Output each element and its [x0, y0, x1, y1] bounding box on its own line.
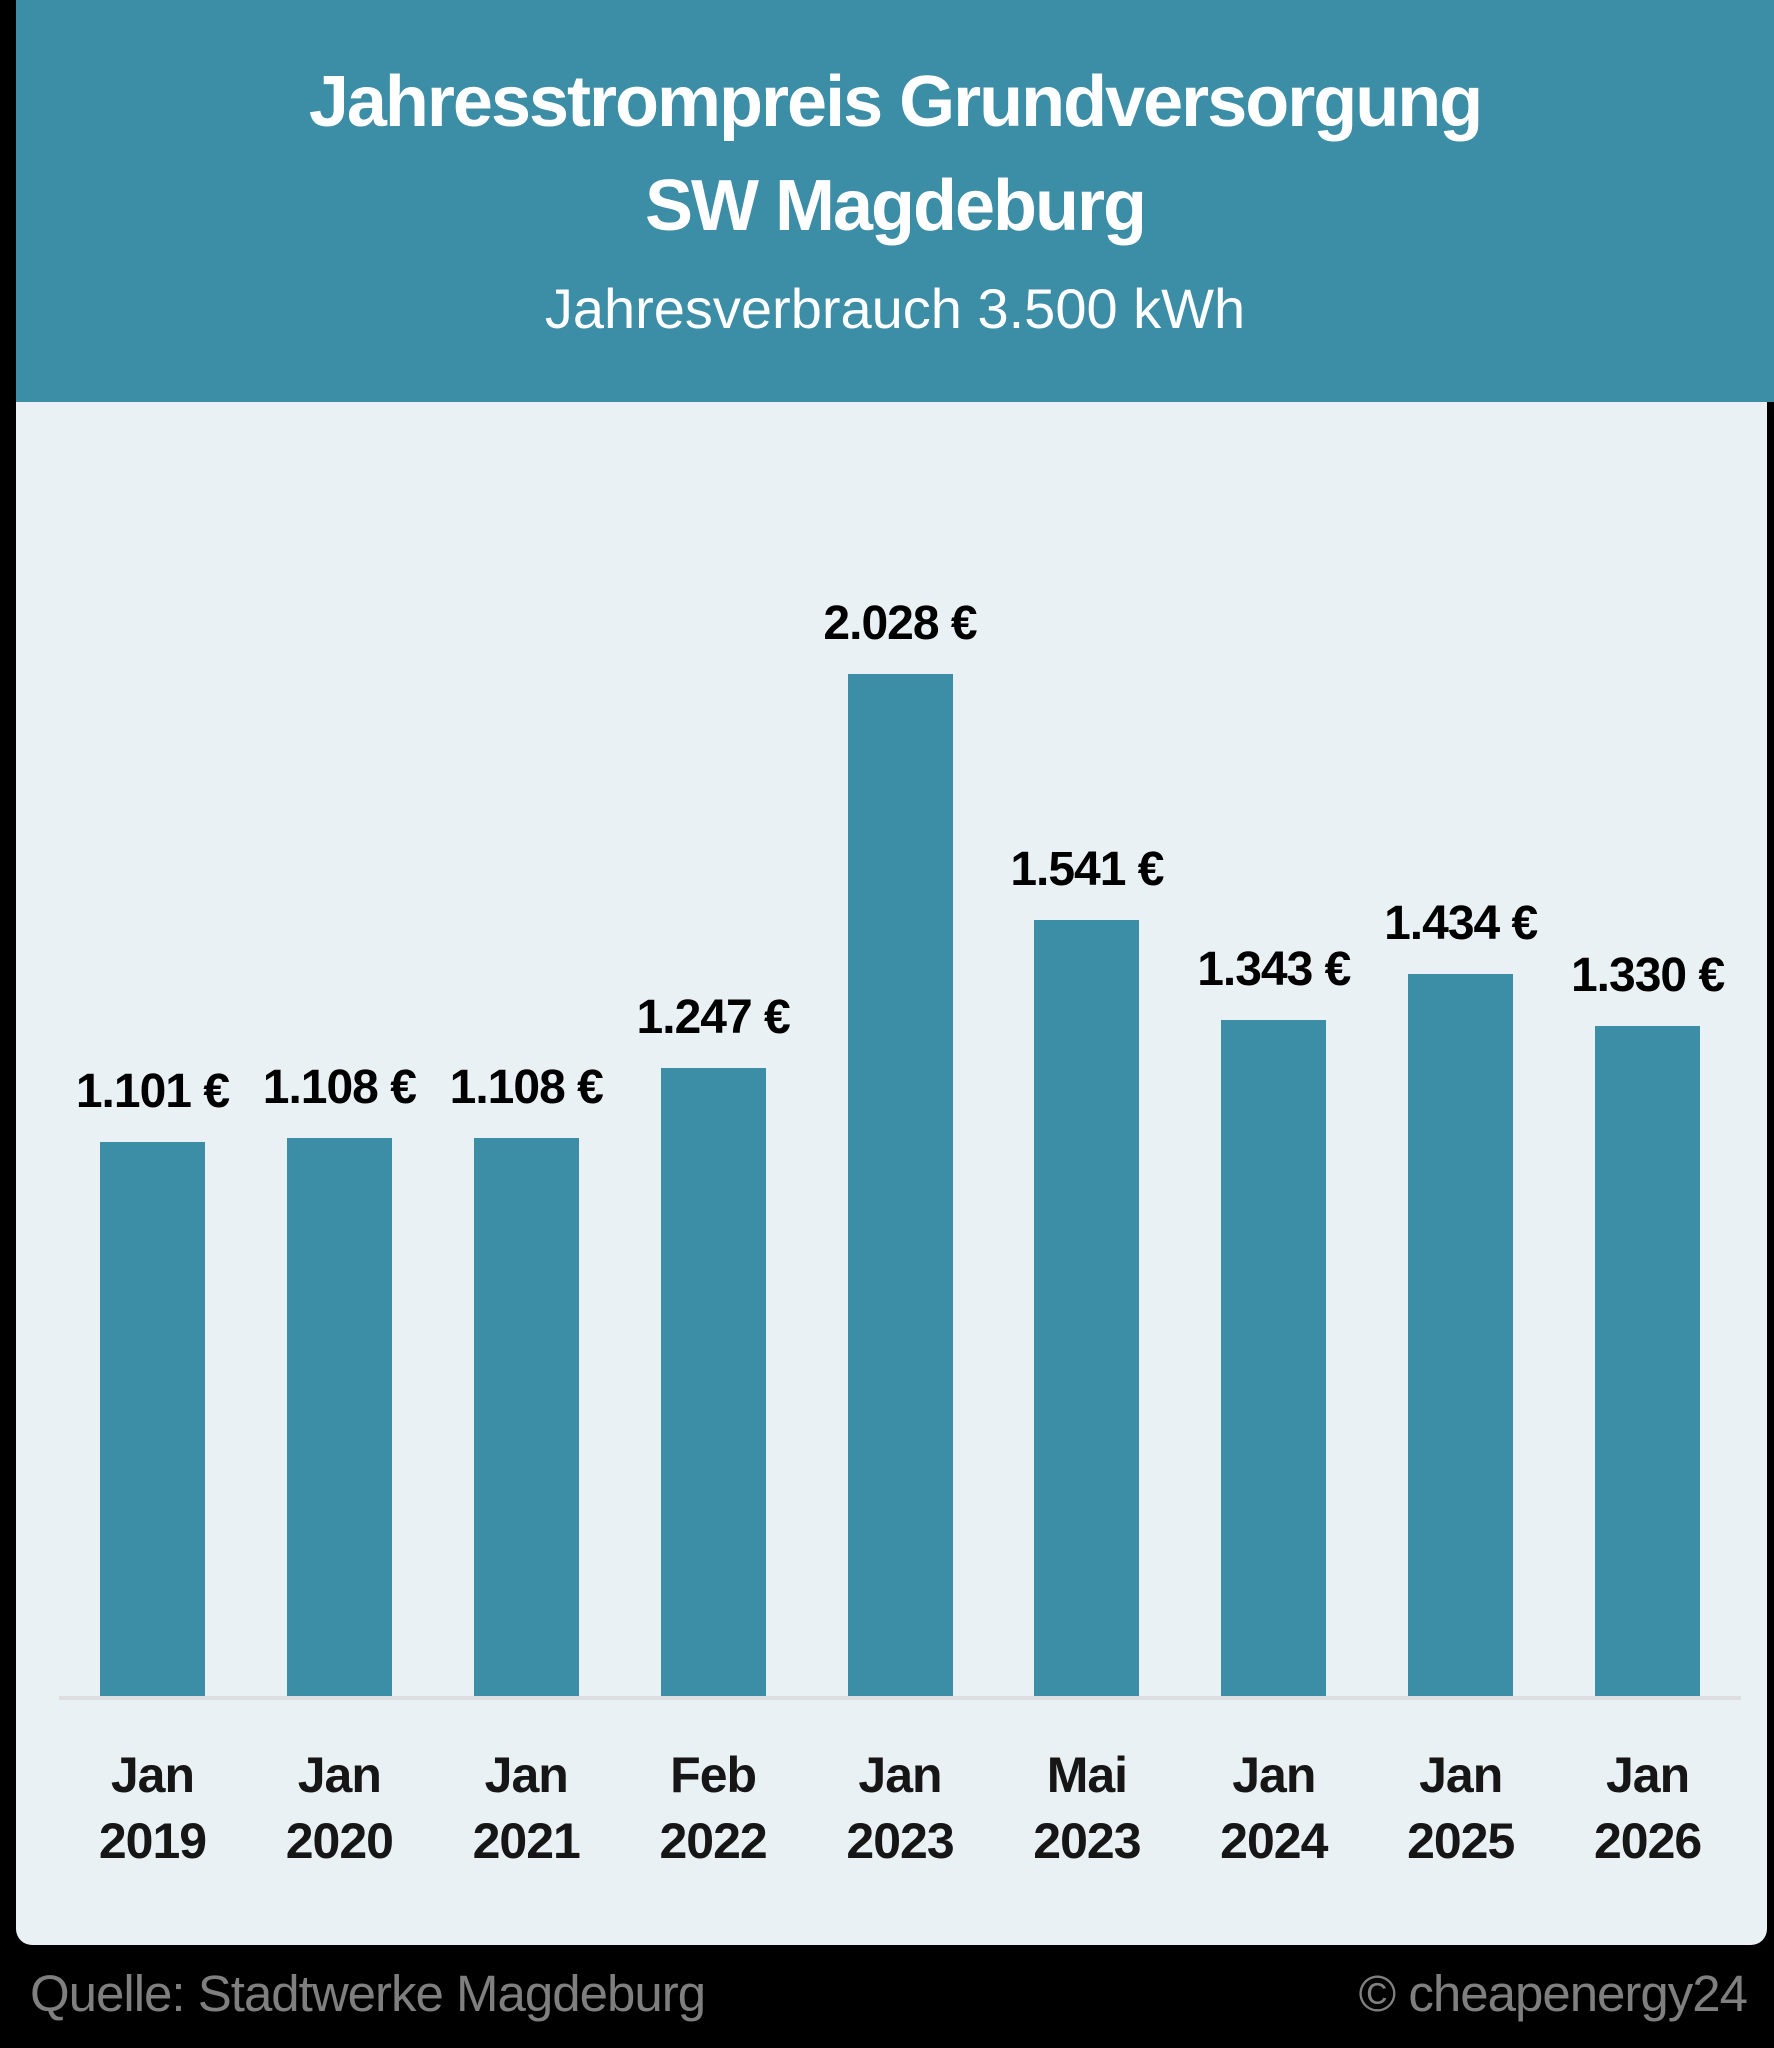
bar — [1034, 920, 1140, 1697]
chart-title: Jahresstrompreis Grundversorgung SW Magd… — [16, 0, 1774, 258]
x-tick-label: Jan 2026 — [1554, 1742, 1741, 1874]
x-tick-label: Jan 2024 — [1180, 1742, 1367, 1874]
bar-column: 1.330 € — [1554, 402, 1741, 1697]
bar-column: 1.108 € — [246, 402, 433, 1697]
x-tick-month: Jan — [1232, 1747, 1316, 1803]
x-tick-year: 2020 — [285, 1813, 394, 1869]
bar — [1408, 974, 1514, 1697]
x-tick-label: Jan 2021 — [433, 1742, 620, 1874]
x-tick-year: 2023 — [846, 1813, 954, 1869]
x-tick-year: 2019 — [98, 1813, 207, 1869]
x-tick-month: Jan — [110, 1747, 195, 1803]
x-tick-month: Jan — [297, 1747, 382, 1803]
bar-value-label: 1.108 € — [262, 1061, 417, 1114]
x-tick-year: 2021 — [472, 1813, 581, 1869]
bar — [99, 1142, 205, 1697]
x-tick-label: Mai 2023 — [993, 1742, 1180, 1874]
bar — [286, 1138, 392, 1697]
x-tick-label: Feb 2022 — [620, 1742, 807, 1874]
bar-value-label: 1.101 € — [75, 1065, 230, 1118]
x-tick-month: Jan — [858, 1747, 942, 1803]
bar — [1595, 1026, 1701, 1697]
bar — [1221, 1020, 1327, 1697]
bar-value-label: 1.434 € — [1384, 897, 1538, 950]
copyright-label: © cheapenergy24 — [1358, 1965, 1748, 2022]
x-tick-label: Jan 2025 — [1367, 1742, 1554, 1874]
bar-value-label: 1.108 € — [449, 1061, 604, 1114]
bar-column: 1.541 € — [993, 402, 1180, 1697]
chart-title-line1: Jahresstrompreis Grundversorgung — [308, 62, 1483, 142]
bar-column: 1.108 € — [433, 402, 620, 1697]
chart-title-line2: SW Magdeburg — [645, 166, 1147, 246]
bar-column: 1.101 € — [59, 402, 246, 1697]
x-tick-year: 2025 — [1407, 1813, 1515, 1869]
bar-value-label: 1.343 € — [1197, 943, 1351, 996]
bar-column: 1.434 € — [1367, 402, 1554, 1697]
plot-area: 1.101 € 1.108 € 1.108 € 1.247 € 2.028 € 1.541… — [59, 402, 1741, 1697]
x-tick-month: Jan — [1605, 1747, 1690, 1803]
chart-panel: 1.101 € 1.108 € 1.108 € 1.247 € 2.028 € 1.541… — [16, 402, 1767, 1945]
x-tick-year: 2026 — [1593, 1813, 1702, 1869]
bar-column: 1.247 € — [620, 402, 807, 1697]
chart-header: Jahresstrompreis Grundversorgung SW Magd… — [16, 0, 1774, 402]
chart-subtitle: Jahresverbrauch 3.500 kWh — [544, 277, 1246, 340]
x-axis-line — [59, 1696, 1741, 1700]
x-tick-month: Jan — [484, 1747, 569, 1803]
x-axis-labels: Jan 2019 Jan 2020 Jan 2021 Feb 2022 Jan 2023 Mai 20… — [59, 1742, 1741, 1874]
bar — [473, 1138, 579, 1697]
x-tick-month: Feb — [670, 1747, 757, 1803]
x-tick-month: Mai — [1046, 1747, 1128, 1803]
x-tick-label: Jan 2019 — [59, 1742, 246, 1874]
bar-value-label: 2.028 € — [823, 597, 977, 650]
source-label: Quelle: Stadtwerke Magdeburg — [30, 1965, 706, 2022]
x-tick-year: 2024 — [1220, 1813, 1328, 1869]
x-tick-label: Jan 2020 — [246, 1742, 433, 1874]
x-tick-month: Jan — [1419, 1747, 1503, 1803]
x-tick-year: 2022 — [659, 1813, 768, 1869]
footer: Quelle: Stadtwerke Magdeburg © cheapener… — [0, 1945, 1774, 2048]
bar-value-label: 1.247 € — [636, 991, 791, 1044]
bar — [847, 674, 953, 1697]
bar-column: 2.028 € — [807, 402, 994, 1697]
bar-column: 1.343 € — [1180, 402, 1367, 1697]
bar-value-label: 1.330 € — [1570, 949, 1725, 1002]
bar-value-label: 1.541 € — [1010, 843, 1164, 896]
x-tick-year: 2023 — [1033, 1813, 1141, 1869]
bar — [660, 1068, 766, 1697]
x-tick-label: Jan 2023 — [807, 1742, 994, 1874]
